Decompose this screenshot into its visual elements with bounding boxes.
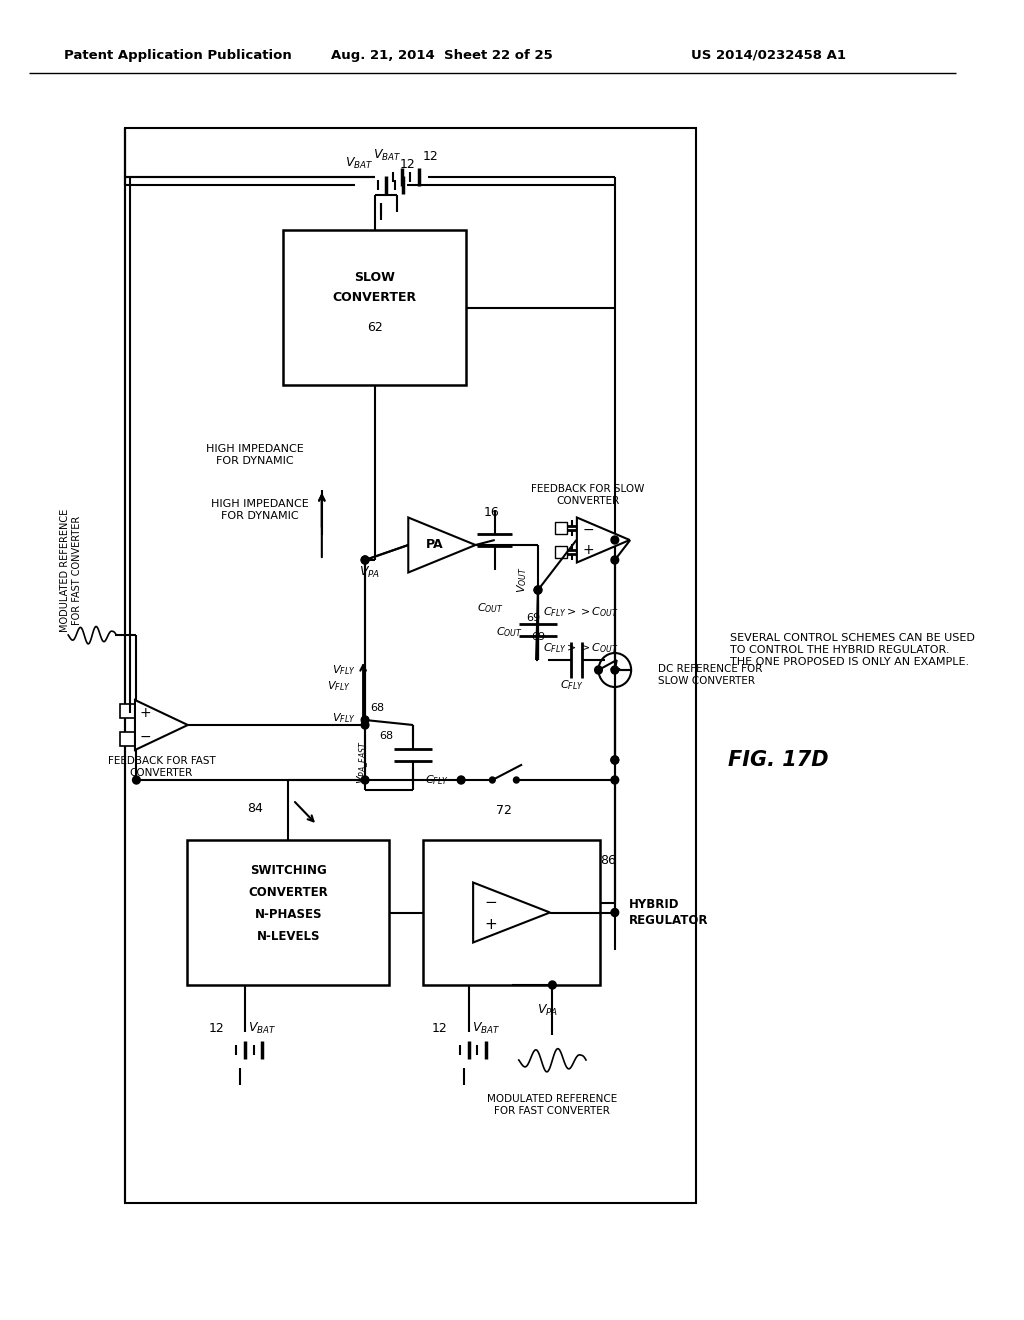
Text: Aug. 21, 2014  Sheet 22 of 25: Aug. 21, 2014 Sheet 22 of 25 (331, 49, 553, 62)
Circle shape (611, 556, 618, 564)
Text: $V_{OUT}$: $V_{OUT}$ (515, 566, 528, 593)
Circle shape (611, 667, 618, 675)
Text: $V_{BAT}$: $V_{BAT}$ (345, 156, 374, 170)
Text: 16: 16 (484, 507, 500, 520)
Text: 69: 69 (526, 612, 541, 623)
Text: 68: 68 (371, 704, 385, 713)
Circle shape (611, 756, 618, 764)
Text: CONVERTER: CONVERTER (249, 886, 328, 899)
Text: $C_{FLY}$: $C_{FLY}$ (425, 774, 449, 787)
Text: 12: 12 (423, 150, 438, 164)
Text: 72: 72 (497, 804, 512, 817)
Circle shape (513, 777, 519, 783)
Polygon shape (577, 517, 630, 562)
Circle shape (361, 721, 369, 729)
Text: 12: 12 (208, 1022, 224, 1035)
Text: MODULATED REFERENCE
FOR FAST CONVERTER: MODULATED REFERENCE FOR FAST CONVERTER (487, 1094, 617, 1115)
Text: FEEDBACK FOR FAST
CONVERTER: FEEDBACK FOR FAST CONVERTER (108, 756, 215, 777)
Circle shape (595, 667, 602, 675)
Text: FIG. 17D: FIG. 17D (728, 750, 828, 770)
Text: $C_{OUT}$: $C_{OUT}$ (476, 601, 504, 615)
Bar (187, 840, 389, 985)
Text: $V_{FLY}$: $V_{FLY}$ (332, 663, 355, 677)
Text: −: − (139, 730, 151, 744)
Text: 86: 86 (600, 854, 616, 866)
Text: DC REFERENCE FOR
SLOW CONVERTER: DC REFERENCE FOR SLOW CONVERTER (658, 664, 763, 686)
Text: 12: 12 (399, 158, 415, 172)
Circle shape (489, 777, 496, 783)
Text: N-PHASES: N-PHASES (254, 908, 322, 920)
Text: +: + (608, 663, 622, 677)
Text: $C_{FLY}$: $C_{FLY}$ (560, 678, 584, 692)
Text: Patent Application Publication: Patent Application Publication (63, 49, 292, 62)
Text: HYBRID
REGULATOR: HYBRID REGULATOR (629, 899, 709, 927)
Circle shape (611, 536, 618, 544)
Text: −: − (484, 895, 497, 909)
Text: +: + (139, 706, 151, 719)
Text: 62: 62 (367, 321, 383, 334)
Circle shape (611, 908, 618, 916)
Polygon shape (135, 700, 187, 750)
Bar (120, 704, 137, 718)
Text: $V_{BAT}$: $V_{BAT}$ (472, 1020, 501, 1036)
Bar (555, 546, 567, 558)
Text: $V_{BAT}$: $V_{BAT}$ (373, 148, 401, 162)
Text: +: + (484, 917, 497, 932)
Text: HIGH IMPEDANCE
FOR DYNAMIC: HIGH IMPEDANCE FOR DYNAMIC (206, 445, 303, 466)
Text: −: − (582, 523, 594, 537)
Bar (284, 230, 466, 385)
Text: $C_{FLY}>>C_{OUT}$: $C_{FLY}>>C_{OUT}$ (544, 605, 620, 619)
Bar (125, 128, 696, 1203)
Circle shape (535, 586, 542, 594)
Text: $V_{BAT}$: $V_{BAT}$ (248, 1020, 276, 1036)
Text: $V_{FLY}$: $V_{FLY}$ (328, 678, 351, 693)
Bar (120, 733, 137, 746)
Circle shape (549, 981, 556, 989)
Text: $V_{PA}$: $V_{PA}$ (537, 1002, 558, 1018)
Text: HIGH IMPEDANCE
FOR DYNAMIC: HIGH IMPEDANCE FOR DYNAMIC (211, 499, 308, 521)
Circle shape (361, 556, 369, 564)
Text: FEEDBACK FOR SLOW
CONVERTER: FEEDBACK FOR SLOW CONVERTER (531, 484, 645, 506)
Text: +: + (582, 543, 594, 557)
Circle shape (611, 756, 618, 764)
Text: MODULATED REFERENCE
FOR FAST CONVERTER: MODULATED REFERENCE FOR FAST CONVERTER (60, 508, 82, 632)
Circle shape (535, 586, 542, 594)
Text: 68: 68 (379, 731, 393, 741)
Circle shape (458, 776, 465, 784)
Text: $V_{PA}$: $V_{PA}$ (359, 565, 381, 579)
Text: $C_{FLY}>>C_{OUT}$: $C_{FLY}>>C_{OUT}$ (544, 642, 620, 655)
Text: SWITCHING: SWITCHING (250, 863, 327, 876)
Text: N-LEVELS: N-LEVELS (256, 929, 319, 942)
Polygon shape (409, 517, 475, 573)
Circle shape (361, 556, 369, 564)
Circle shape (361, 776, 369, 784)
Circle shape (611, 776, 618, 784)
Text: 12: 12 (432, 1022, 447, 1035)
Text: US 2014/0232458 A1: US 2014/0232458 A1 (691, 49, 846, 62)
Circle shape (132, 776, 140, 784)
Text: $V_{PA\_FAST}$: $V_{PA\_FAST}$ (355, 741, 371, 784)
Circle shape (361, 715, 369, 723)
Text: 69: 69 (530, 632, 545, 642)
Text: $V_{FLY}$: $V_{FLY}$ (332, 711, 355, 725)
Bar (423, 840, 600, 985)
Text: PA: PA (425, 539, 443, 552)
Polygon shape (473, 883, 550, 942)
Text: SEVERAL CONTROL SCHEMES CAN BE USED
TO CONTROL THE HYBRID REGULATOR.
THE ONE PRO: SEVERAL CONTROL SCHEMES CAN BE USED TO C… (730, 634, 975, 667)
Text: SLOW: SLOW (354, 271, 395, 284)
Text: 84: 84 (247, 801, 262, 814)
Text: $C_{OUT}$: $C_{OUT}$ (496, 626, 522, 639)
Bar (555, 521, 567, 535)
Text: CONVERTER: CONVERTER (333, 290, 417, 304)
